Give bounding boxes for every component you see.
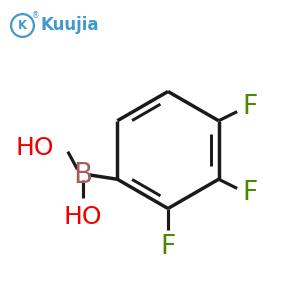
- Text: F: F: [242, 94, 257, 119]
- Text: B: B: [73, 161, 92, 189]
- Text: K: K: [18, 19, 27, 32]
- Text: F: F: [160, 234, 175, 260]
- Text: HO: HO: [64, 205, 102, 229]
- Text: HO: HO: [16, 136, 54, 160]
- Text: F: F: [242, 181, 257, 206]
- Text: Kuujia: Kuujia: [40, 16, 99, 34]
- Text: ®: ®: [32, 11, 39, 20]
